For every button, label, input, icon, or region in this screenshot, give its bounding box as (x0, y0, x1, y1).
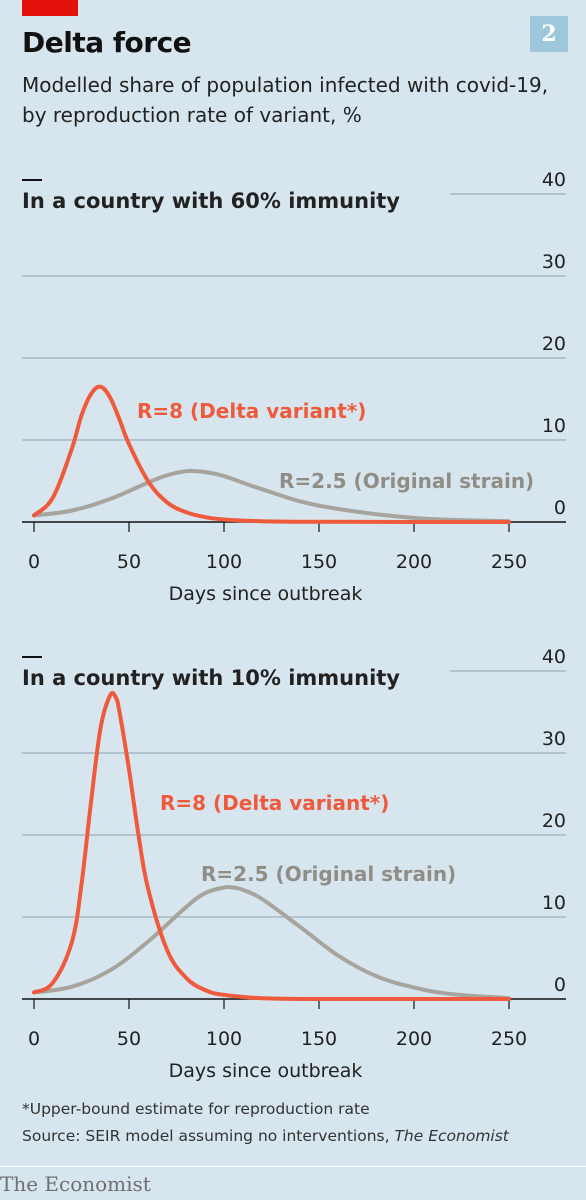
footnote: *Upper-bound estimate for reproduction r… (22, 1100, 370, 1118)
series-line-delta (32, 690, 511, 1002)
source-prefix: Source: SEIR model assuming no intervent… (22, 1127, 395, 1145)
y-tick-label: 0 (554, 974, 566, 996)
panel-title: In a country with 60% immunity (22, 189, 400, 213)
series-line-delta (32, 384, 511, 525)
x-axis-label: Days since outbreak (169, 583, 363, 605)
source-line: Source: SEIR model assuming no intervent… (22, 1123, 509, 1150)
footer-divider (0, 1166, 586, 1167)
x-tick-label: 0 (28, 551, 40, 573)
series-line-original (32, 884, 511, 1001)
y-tick-label: 0 (554, 497, 566, 519)
x-tick-label: 50 (117, 1028, 141, 1050)
source-italic: The Economist (394, 1127, 509, 1145)
series-label: R=2.5 (Original strain) (279, 469, 534, 493)
y-tick-label: 30 (542, 728, 566, 750)
chart-number-badge: 2 (530, 16, 568, 52)
panel-10-immunity: In a country with 10% immunity 0 10 20 30 40 0… (22, 646, 566, 1082)
x-tick-label: 200 (396, 551, 432, 573)
panel-60-immunity: In a country with 60% immunity 0 10 20 30 40 0… (22, 169, 566, 605)
y-tick-label: 10 (542, 415, 566, 437)
series-label: R=2.5 (Original strain) (201, 862, 456, 886)
x-tick-label: 150 (301, 551, 337, 573)
chart-title: Delta force (22, 26, 192, 59)
y-tick-label: 40 (542, 169, 566, 191)
series-line-original (32, 468, 511, 524)
brand-red-tag (22, 0, 78, 16)
economist-logo: The Economist (0, 1172, 151, 1196)
x-tick-label: 200 (396, 1028, 432, 1050)
chart-subtitle: Modelled share of population infected wi… (22, 73, 549, 127)
y-tick-label: 20 (542, 333, 566, 355)
y-tick-label: 30 (542, 251, 566, 273)
series-label: R=8 (Delta variant*) (137, 399, 366, 423)
x-tick-label: 250 (491, 1028, 527, 1050)
y-tick-label: 20 (542, 810, 566, 832)
x-tick-label: 50 (117, 551, 141, 573)
panel-title: In a country with 10% immunity (22, 666, 400, 690)
y-tick-label: 40 (542, 646, 566, 668)
x-tick-label: 250 (491, 551, 527, 573)
series-label: R=8 (Delta variant*) (160, 791, 389, 815)
x-tick-label: 0 (28, 1028, 40, 1050)
x-tick-label: 100 (206, 1028, 242, 1050)
x-tick-label: 150 (301, 1028, 337, 1050)
y-tick-label: 10 (542, 892, 566, 914)
x-axis-label: Days since outbreak (169, 1060, 363, 1082)
footer-notes: *Upper-bound estimate for reproduction r… (22, 1096, 509, 1150)
x-tick-label: 100 (206, 551, 242, 573)
